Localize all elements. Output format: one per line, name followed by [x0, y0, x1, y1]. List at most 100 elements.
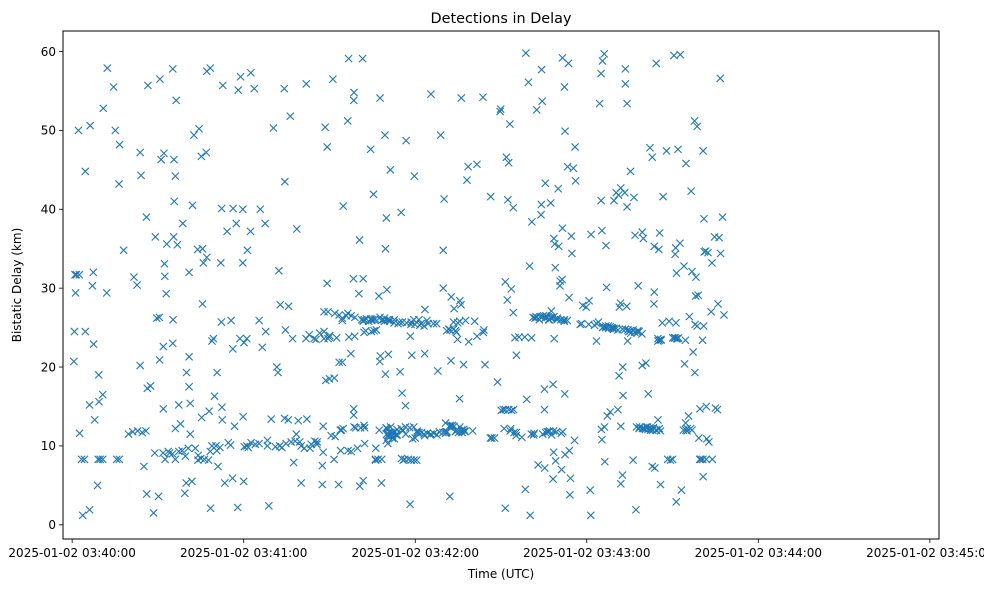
data-point — [613, 405, 622, 414]
data-point — [198, 299, 207, 308]
data-point — [673, 145, 682, 154]
data-point — [70, 327, 79, 336]
data-point — [366, 145, 375, 154]
data-point — [540, 405, 549, 414]
data-point — [185, 268, 194, 277]
data-point — [133, 426, 142, 435]
data-point — [302, 415, 311, 424]
data-point — [195, 124, 204, 133]
data-point — [564, 59, 573, 68]
data-point — [420, 305, 429, 314]
data-point — [381, 370, 390, 379]
data-point — [464, 337, 473, 346]
data-point — [597, 196, 606, 205]
data-point — [150, 449, 159, 458]
data-point — [639, 234, 648, 243]
data-point — [206, 64, 215, 73]
data-point — [549, 380, 558, 389]
x-axis-label: Time (UTC) — [467, 567, 534, 581]
data-point — [217, 318, 226, 327]
data-point — [668, 455, 677, 464]
data-point — [687, 426, 696, 435]
data-point — [600, 457, 609, 466]
data-point — [676, 50, 685, 59]
data-point — [142, 490, 151, 499]
x-tick-label: 2025-01-02 03:41:00 — [180, 546, 307, 560]
data-point — [478, 93, 487, 102]
data-point — [565, 446, 574, 455]
data-point — [592, 337, 601, 345]
data-point — [312, 335, 321, 344]
data-point — [472, 160, 481, 169]
data-point — [623, 99, 632, 108]
data-point — [680, 359, 689, 368]
data-point — [173, 240, 182, 249]
data-point — [202, 148, 211, 157]
data-point — [94, 370, 103, 379]
data-point — [558, 275, 567, 284]
data-point — [490, 434, 499, 443]
data-point — [187, 477, 196, 486]
data-point — [577, 319, 586, 328]
data-point — [406, 500, 415, 509]
data-point — [384, 350, 393, 359]
data-point — [622, 302, 631, 311]
data-point — [671, 250, 680, 259]
data-point — [81, 327, 90, 336]
data-point — [621, 64, 630, 73]
data-point — [655, 228, 664, 237]
data-point — [85, 505, 94, 514]
data-point — [586, 486, 595, 495]
data-point — [284, 302, 293, 311]
data-point — [552, 427, 561, 436]
data-point — [527, 430, 536, 439]
data-point — [233, 503, 242, 512]
data-point — [292, 430, 301, 439]
data-point — [109, 83, 118, 91]
data-point — [545, 426, 554, 435]
data-point — [656, 426, 665, 435]
data-point — [396, 367, 405, 376]
data-point — [621, 79, 630, 88]
data-point — [525, 262, 534, 271]
data-point — [185, 352, 194, 361]
data-point — [720, 310, 728, 319]
data-point — [649, 299, 658, 308]
data-point — [315, 329, 324, 338]
data-point — [102, 288, 111, 297]
data-point — [330, 374, 339, 383]
data-point — [672, 334, 681, 343]
data-point — [289, 458, 298, 467]
data-point — [657, 336, 666, 345]
data-point — [563, 162, 572, 171]
data-point — [652, 59, 661, 68]
data-point — [650, 288, 659, 297]
data-point — [529, 430, 538, 439]
data-point — [674, 333, 683, 342]
data-point — [264, 501, 273, 510]
data-point — [321, 123, 330, 132]
data-point — [288, 334, 297, 343]
data-point — [520, 333, 529, 342]
data-point — [217, 204, 226, 213]
data-point — [570, 436, 579, 445]
data-point — [504, 158, 513, 167]
data-point — [369, 190, 378, 199]
data-point — [420, 322, 429, 331]
data-point — [347, 447, 356, 456]
data-point — [159, 342, 168, 351]
data-point — [468, 426, 477, 435]
data-point — [136, 148, 145, 157]
data-point — [708, 455, 717, 464]
data-point — [683, 424, 692, 433]
data-point — [111, 126, 120, 135]
data-point — [644, 389, 653, 398]
x-tick-label: 2025-01-02 03:40:00 — [8, 546, 135, 560]
data-point — [406, 332, 415, 341]
data-point — [354, 289, 363, 298]
data-point — [716, 74, 725, 83]
data-point — [207, 337, 216, 345]
data-point — [318, 461, 327, 470]
data-point — [169, 315, 178, 324]
data-point — [655, 424, 664, 433]
